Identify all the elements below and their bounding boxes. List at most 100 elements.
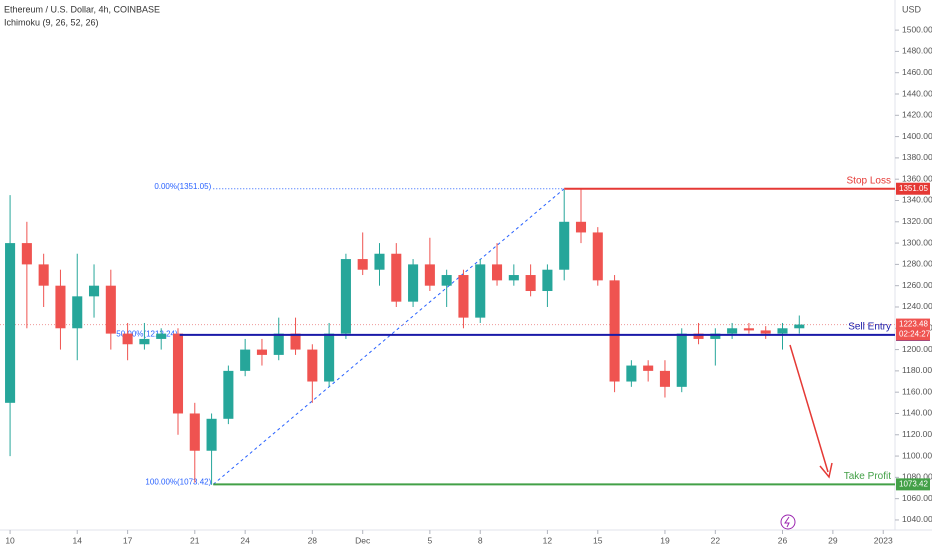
candle-body [408,264,419,302]
candle-body [357,259,368,270]
candle-body [643,365,654,371]
x-tick-label: 8 [478,535,483,545]
x-tick-label: 2023 [874,535,893,545]
candle-body [391,253,402,302]
candle-body [559,221,570,270]
y-tick-label: 1300.00 [902,237,932,247]
candle-body [743,328,754,331]
candle-body [508,275,519,281]
candle-body [374,253,385,270]
y-tick-label: 1140.00 [902,408,932,418]
y-tick-label: 1500.00 [902,24,932,34]
x-tick-label: 26 [778,535,788,545]
level-name: Take Profit [844,471,891,482]
candle-body [105,285,116,334]
x-tick-label: 29 [828,535,838,545]
x-tick-label: 12 [543,535,553,545]
candle-body [659,370,670,387]
candle-body [324,333,335,382]
y-tick-label: 1060.00 [902,493,932,503]
x-tick-label: 28 [308,535,318,545]
countdown: 02:24:27 [899,330,931,339]
candle-body [542,269,553,292]
x-tick-label: Dec [355,535,371,545]
candle-body [592,232,603,281]
candle-body [5,243,16,403]
candle-body [441,275,452,286]
candle-body [340,259,351,334]
x-tick-label: 17 [123,535,133,545]
y-tick-label: 1160.00 [902,386,932,396]
price-tag [896,182,930,195]
candle-body [676,333,687,387]
candle-body [21,243,32,265]
level-name: Sell Entry [848,322,891,333]
price-tag-label: 1073.42 [899,479,928,488]
y-tick-label: 1100.00 [902,450,932,460]
candle-body [727,328,738,334]
price-tag [896,478,930,491]
event-icon[interactable] [780,514,796,530]
fib-label: 50.00%(1212.24) [116,330,178,339]
bolt [784,516,790,528]
chart-title: Ethereum / U.S. Dollar, 4h, COINBASE [4,4,160,14]
x-tick-label: 19 [660,535,670,545]
arrow-shaft [789,344,829,473]
candle-body [626,365,637,382]
x-tick-label: 10 [5,535,15,545]
candle-body [139,338,150,345]
y-tick-label: 1180.00 [902,365,932,375]
x-tick-label: 22 [711,535,721,545]
x-tick-label: 24 [240,535,250,545]
candle-body [223,370,234,419]
candle-body [307,349,318,382]
y-tick-label: 1360.00 [902,173,932,183]
y-tick-label: 1480.00 [902,46,932,56]
y-tick-label: 1340.00 [902,195,932,205]
candle-body [88,285,100,297]
price-tag-label: 1351.05 [899,184,928,193]
candle-body [206,418,217,451]
y-tick-label: 1280.00 [902,259,932,269]
indicator-label: Ichimoku (9, 26, 52, 26) [4,17,99,27]
candle-body [55,285,66,329]
candle-body [256,349,267,355]
y-tick-label: 1400.00 [902,131,932,141]
arrow-head [819,462,833,479]
y-tick-label: 1260.00 [902,280,932,290]
candle-body [72,296,83,329]
y-tick-label: 1080.00 [902,472,932,482]
candle-body [609,280,620,382]
candle-body [575,221,587,233]
candle-body [458,275,469,318]
y-tick-label: 1440.00 [902,88,932,98]
y-tick-label: 1240.00 [902,301,932,311]
candle-body [172,333,184,414]
candle-body [777,328,788,334]
y-tick-label: 1380.00 [902,152,932,162]
x-tick-label: 5 [428,535,433,545]
last-price-tag [896,318,930,341]
candle-body [760,330,771,334]
x-tick-label: 15 [593,535,603,545]
candle-body [693,333,704,339]
level-name: Stop Loss [847,175,891,186]
candle-body [424,264,435,286]
candle-body [240,349,251,371]
candle-body [122,333,133,345]
candle-body [710,333,721,339]
candle-body [189,413,200,451]
fib-trend [212,188,565,485]
candle-body [290,333,301,350]
fib-label: 0.00%(1351.05) [154,182,211,191]
candle-body [38,264,49,286]
candle-body [475,264,486,318]
y-tick-label: 1200.00 [902,344,932,354]
fib-label: 100.00%(1073.42) [145,477,211,486]
candle-body [794,324,805,329]
x-tick-label: 21 [190,535,200,545]
candle-body [273,333,284,355]
x-tick-label: 14 [73,535,83,545]
